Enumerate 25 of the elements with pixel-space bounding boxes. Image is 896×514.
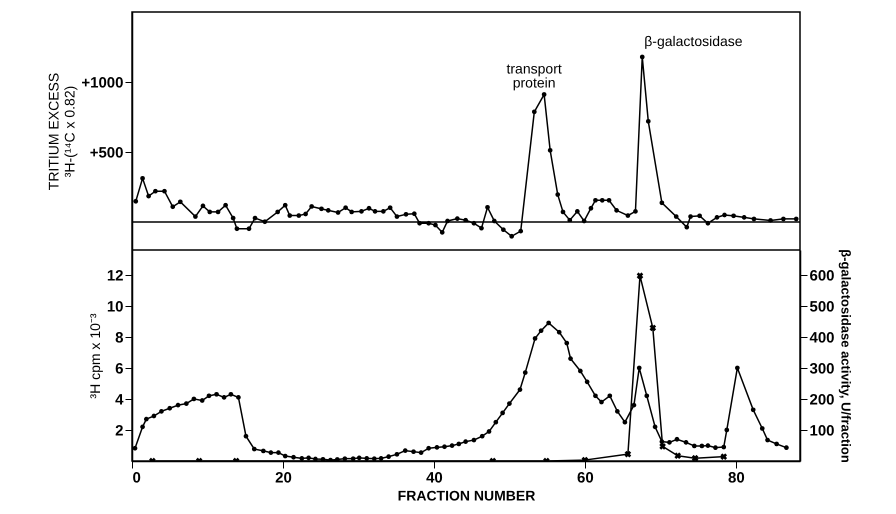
y2-tick-label: 400 <box>810 329 835 346</box>
y2-tick-label: 200 <box>810 391 835 408</box>
y2-tick-label: 500 <box>810 298 835 316</box>
y-axis-title: ³H cpm x 10⁻³ <box>86 313 103 399</box>
y-tick-label: +500 <box>90 144 124 162</box>
annotation: β-galactosidase <box>644 32 743 49</box>
x-axis-title: FRACTION NUMBER <box>398 488 536 504</box>
y2-tick-label: 300 <box>810 360 835 378</box>
x-tick-label: 40 <box>426 470 443 486</box>
y-tick-label: +1000 <box>81 74 124 92</box>
y-tick-label: 4 <box>115 391 124 408</box>
y2-tick-label: 600 <box>810 267 835 284</box>
x-tick-label: 20 <box>275 470 292 486</box>
y-tick-label: 2 <box>115 422 124 440</box>
y-axis-title: TRITIUM EXCESS ³H-(¹⁴C x 0.82) <box>45 72 78 190</box>
y-tick-label: 10 <box>106 298 124 316</box>
x-tick-label: 80 <box>728 470 745 486</box>
y2-axis-title: β-galactosidase activity, U/fraction <box>838 249 854 463</box>
annotation: transport protein <box>506 60 562 90</box>
y-tick-label: 8 <box>115 329 124 346</box>
y-tick-label: 6 <box>115 360 124 378</box>
x-tick-label: 0 <box>132 470 141 486</box>
y-tick-label: 12 <box>106 267 124 284</box>
x-tick-label: 60 <box>577 470 594 486</box>
y2-tick-label: 100 <box>810 422 835 440</box>
